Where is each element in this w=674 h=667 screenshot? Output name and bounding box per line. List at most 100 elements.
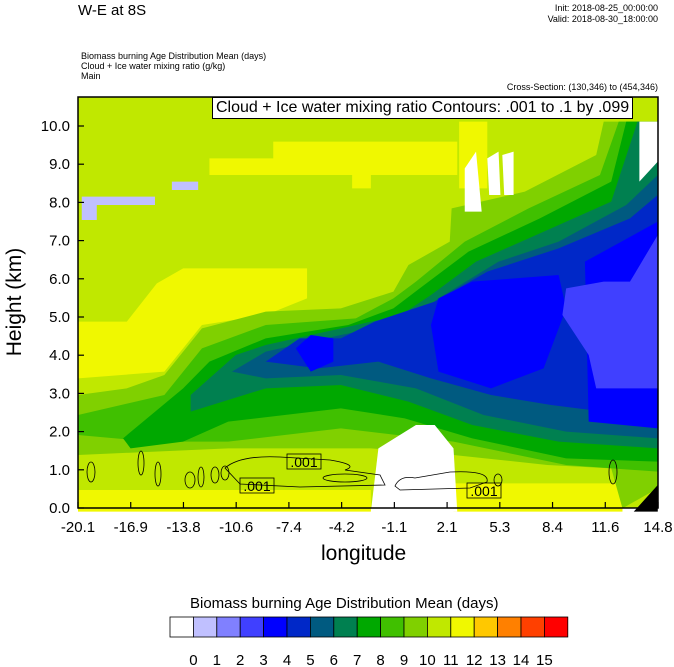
field-region-0 [487,151,501,195]
contour-label: .001 [290,454,317,470]
y-tick-label: 4.0 [49,347,70,364]
y-tick-label: 10.0 [41,118,70,135]
colorbar-swatch [216,616,241,638]
colorbar-swatch [192,616,218,638]
field-label-main: Main [81,71,101,81]
colorbar-label: 6 [330,652,338,667]
colorbar-swatch [380,616,405,638]
x-tick-label: 2.1 [437,519,458,536]
colorbar-title: Biomass burning Age Distribution Mean (d… [190,595,499,612]
field-region-0 [370,425,458,512]
x-tick-label: 5.3 [489,519,510,536]
contour-label-box [466,482,502,499]
x-tick-label: -20.1 [61,519,95,536]
colorbar-swatch [263,616,288,638]
contour-line [394,471,488,491]
init-time: Init: 2018-08-25_00:00:00 [554,3,658,13]
colorbar-label: 14 [513,652,530,667]
contour-label-box [286,453,322,470]
field-region-0 [502,151,514,195]
field-region-1 [171,181,199,190]
colorbar-swatch [239,616,264,638]
y-tick-label: 3.0 [49,385,70,402]
colorbar-swatch [403,616,428,638]
colorbar-label: 3 [259,652,267,667]
contour-line [493,473,503,487]
field-region-yellow [78,268,308,379]
colorbar-swatch [520,616,545,638]
x-axis-label: longitude [321,542,407,565]
colorbar-label: 8 [376,652,384,667]
y-tick-label: 8.0 [49,194,70,211]
colorbar-swatch [473,616,499,638]
contour-line [224,456,386,488]
colorbar-label: 11 [443,652,459,667]
colorbar-label: 4 [283,652,291,667]
colorbar-swatch [356,616,382,638]
field-region-4 [430,275,567,389]
field-region-yellow [209,158,371,189]
contour-line [608,459,618,485]
colorbar-swatch [169,616,194,638]
y-tick-label: 5.0 [49,309,70,326]
colorbar-swatch [450,616,475,638]
contour-line [154,461,162,487]
field-region-yellow [453,483,623,512]
colorbar-label: 0 [189,652,197,667]
field-region-0 [639,121,658,182]
x-tick-label: 14.8 [643,519,672,536]
colorbar-label: 15 [536,652,553,667]
colorbar-swatch [426,616,452,638]
field-label-cloud: Cloud + Ice water mixing ratio (g/kg) [81,61,226,71]
x-tick-label: -10.6 [219,519,253,536]
x-tick-label: -1.1 [381,519,407,536]
field-label-biomass: Biomass burning Age Distribution Mean (d… [81,51,267,61]
contour-label-box [239,477,275,494]
contour-line [322,473,368,483]
cross-section-label: Cross-Section: (130,346) to (454,346) [506,82,658,92]
y-tick-label: 6.0 [49,271,70,288]
contour-label: .001 [243,478,270,494]
colorbar-label: 1 [213,652,221,667]
plot-title: W-E at 8S [78,2,147,19]
field-region-1 [81,196,155,220]
colorbar-label: 12 [466,652,483,667]
terrain-mask [633,485,658,512]
x-tick-label: -4.2 [329,519,355,536]
colorbar-label: 10 [419,652,436,667]
colorbar-label: 9 [400,652,408,667]
colorbar-label: 7 [353,652,361,667]
y-tick-label: 1.0 [49,462,70,479]
colorbar-swatch [497,616,522,638]
colorbar-swatch [544,616,569,638]
contour-line [184,471,196,489]
y-tick-label: 7.0 [49,233,70,250]
colorbar-swatch [286,616,311,638]
y-tick-label: 2.0 [49,424,70,441]
colorbar-label: 2 [236,652,244,667]
field-region-yellow [78,490,371,512]
contour-line [220,465,230,481]
y-axis-label: Height (km) [3,247,26,357]
valid-time: Valid: 2018-08-30_18:00:00 [547,14,658,24]
x-tick-label: 11.6 [591,519,619,536]
contour-line [197,466,205,488]
field-region-0 [464,151,482,212]
contour-info-box: Cloud + Ice water mixing ratio Contours:… [212,97,634,119]
x-tick-label: -16.9 [114,519,148,536]
colorbar-label: 5 [306,652,314,667]
colorbar-label: 13 [489,652,506,667]
contour-label: .001 [470,483,497,499]
contour-line [137,450,145,476]
contour-line [210,466,220,484]
x-tick-label: 8.4 [542,519,563,536]
field-region-4 [295,335,334,372]
field-region-3 [562,235,658,389]
x-tick-label: -13.8 [166,519,200,536]
y-tick-label: 0.0 [49,500,70,517]
y-tick-label: 9.0 [49,156,70,173]
colorbar-swatch [333,616,358,638]
contour-line [86,461,96,483]
x-tick-label: -7.4 [276,519,302,536]
